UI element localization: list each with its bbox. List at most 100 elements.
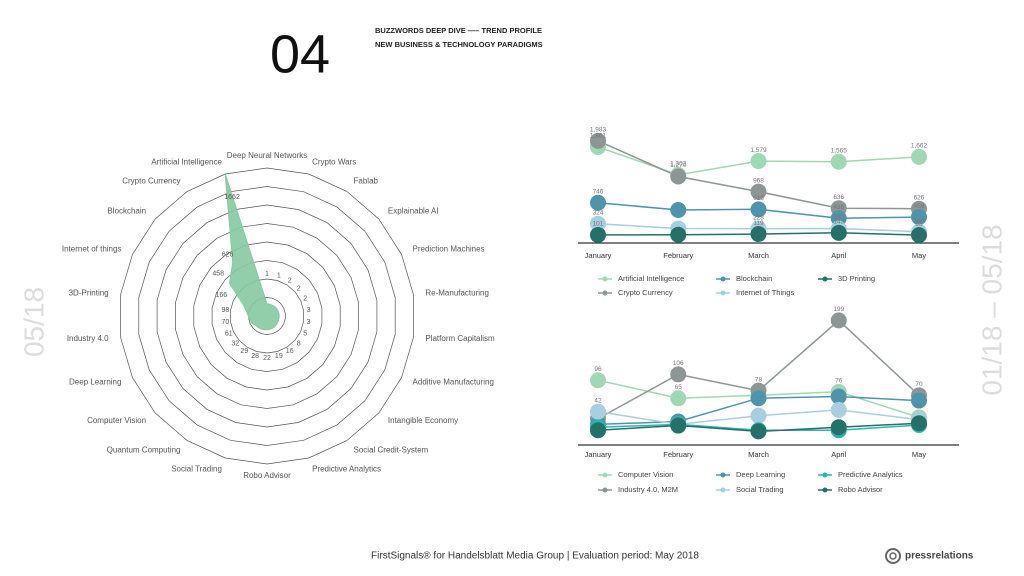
- radar-axis-label: Quantum Computing: [107, 446, 181, 455]
- point-marker: [670, 366, 687, 383]
- data-label: 78: [755, 376, 763, 383]
- logo: pressrelations: [885, 548, 974, 564]
- radar-axis-label: Explainable AI: [388, 206, 439, 215]
- radar-value-label: 70: [222, 319, 230, 326]
- data-label: 96: [594, 366, 602, 373]
- data-label: 459: [914, 203, 925, 210]
- radar-value-label: 32: [231, 340, 239, 347]
- radar-value-label: 22: [263, 355, 271, 362]
- legend-marker: [822, 487, 828, 493]
- legend-marker: [602, 290, 608, 296]
- logo-icon-inner: [889, 552, 897, 560]
- point-marker: [590, 194, 606, 211]
- radar-value-label: 1662: [224, 194, 240, 201]
- point-marker: [750, 423, 767, 440]
- data-label: 1,303: [670, 161, 687, 168]
- radar-axis-label: Robo Advisor: [243, 471, 291, 480]
- logo-icon: [885, 548, 901, 564]
- legend-marker: [822, 472, 828, 478]
- radar-value-label: 28: [251, 353, 259, 360]
- legend-label: Predictive Analytics: [838, 470, 903, 479]
- point-marker: [670, 226, 687, 243]
- point-marker: [750, 407, 767, 424]
- point-marker: [911, 415, 927, 432]
- legend-marker: [720, 290, 726, 296]
- data-label: 166: [914, 217, 925, 224]
- data-label: 613: [753, 195, 764, 202]
- point-marker: [670, 417, 687, 434]
- period-left: 05/18: [18, 287, 49, 357]
- x-tick-label: January: [585, 450, 612, 459]
- radar-axis-label: Deep Learning: [69, 378, 121, 387]
- data-label: 230: [833, 214, 844, 221]
- data-label: 324: [593, 210, 604, 217]
- data-label: 1,662: [911, 143, 928, 150]
- radar-axis-label: Social Credit-System: [354, 446, 429, 455]
- radar-value-label: 3: [307, 307, 311, 314]
- data-label: 636: [833, 194, 844, 201]
- radar-axis-label: Internet of things: [62, 245, 122, 254]
- data-label: 76: [835, 378, 843, 385]
- point-marker: [830, 312, 847, 329]
- radar-axis-label: Crypto Currency: [122, 177, 180, 186]
- radar-value-label: 2: [303, 295, 307, 302]
- legend-label: Robo Advisor: [838, 485, 883, 494]
- x-tick-label: February: [663, 251, 693, 260]
- radar-axis-label: Computer Vision: [87, 416, 146, 425]
- point-marker: [911, 227, 927, 244]
- point-marker: [750, 153, 767, 170]
- data-label: 101: [593, 221, 604, 228]
- point-marker: [590, 422, 606, 439]
- point-marker: [750, 201, 767, 218]
- data-label: 42: [594, 397, 602, 404]
- radar-ring: [193, 241, 341, 391]
- slide-title: BUZZWORDS DEEP DIVE —– TREND PROFILE: [375, 26, 542, 35]
- legend-marker: [602, 472, 608, 478]
- data-label: 106: [673, 360, 684, 367]
- data-label: 1,270: [670, 162, 687, 169]
- data-label: 1,983: [590, 127, 607, 134]
- radar-ring: [230, 278, 304, 354]
- radar-value-label: 19: [275, 353, 283, 360]
- radar-axis-label: Fablab: [354, 177, 379, 186]
- x-tick-label: February: [663, 450, 693, 459]
- radar-axis-label: Artificial Intelligence: [151, 158, 222, 167]
- x-tick-label: May: [912, 450, 926, 459]
- radar-axis-label: Social Trading: [171, 465, 222, 474]
- legend-marker: [822, 276, 828, 282]
- legend-label: Computer Vision: [618, 470, 673, 479]
- radar-value-label: 166: [216, 292, 228, 299]
- data-label: 70: [915, 381, 923, 388]
- radar-value-label: 626: [222, 252, 234, 259]
- point-marker: [750, 226, 767, 243]
- point-marker: [590, 132, 606, 149]
- point-marker: [830, 153, 847, 170]
- radar-value-label: 16: [286, 348, 294, 355]
- point-marker: [911, 392, 927, 409]
- radar-axis-label: Intangible Economy: [388, 416, 458, 425]
- point-marker: [590, 372, 606, 389]
- radar-axis-label: Prediction Machines: [413, 245, 485, 254]
- radar-ring: [138, 186, 396, 446]
- radar-value-label: 1: [277, 273, 281, 280]
- radar-value-label: 458: [212, 271, 224, 278]
- point-marker: [830, 224, 847, 241]
- radar-ring: [120, 167, 414, 465]
- point-marker: [830, 388, 847, 405]
- point-marker: [830, 419, 847, 436]
- data-label: 626: [914, 194, 925, 201]
- radar-axis-label: Industry 4.0: [67, 334, 109, 343]
- data-label: 65: [675, 384, 683, 391]
- data-label: 1,565: [831, 147, 848, 154]
- x-tick-label: April: [831, 251, 846, 260]
- period-right: 01/18 – 05/18: [976, 224, 1007, 395]
- legend-marker: [720, 487, 726, 493]
- radar-axis-label: Predictive Analytics: [312, 465, 381, 474]
- radar-value-label: 2: [288, 278, 292, 285]
- legend-label: Artificial Intelligence: [618, 274, 684, 283]
- radar-axis-label: Additive Manufacturing: [413, 378, 494, 387]
- radar-value-label: 61: [225, 330, 233, 337]
- data-label: 436: [833, 204, 844, 211]
